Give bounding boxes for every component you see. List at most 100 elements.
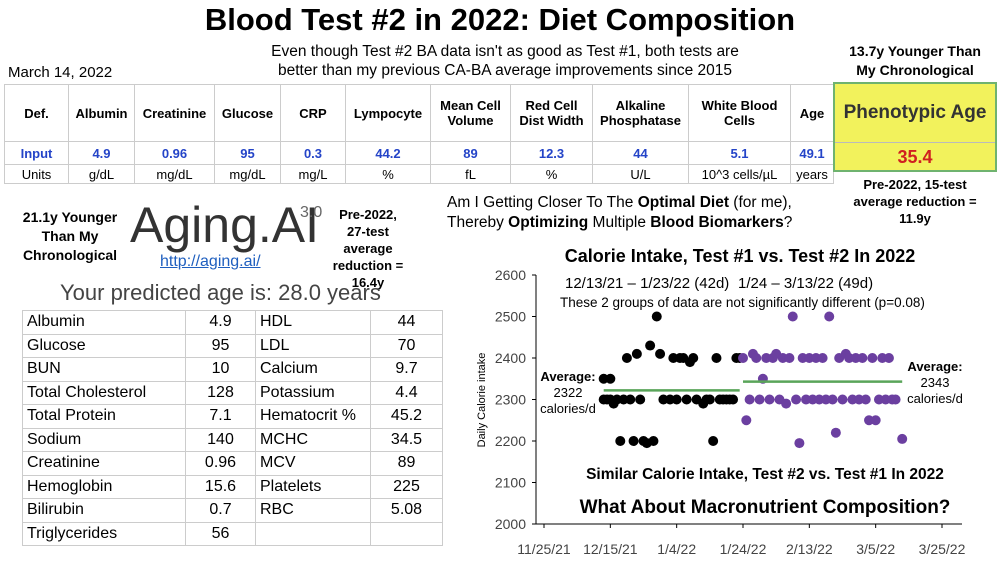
point — [890, 394, 901, 405]
question-text: Optimal Diet — [637, 194, 729, 211]
cell: Calcium — [255, 357, 371, 382]
note-line: My Chronological — [856, 62, 974, 78]
row: Bilirubin 0.7 RBC 5.08 — [22, 498, 443, 523]
x-tick-label: 1/24/22 — [720, 541, 767, 557]
average-unit: calories/d — [907, 391, 963, 406]
question-text: ? — [783, 214, 793, 231]
point — [711, 353, 722, 363]
row: Triglycerides 56 — [22, 521, 443, 546]
header-cell: Albumin — [68, 84, 135, 142]
point — [708, 436, 719, 446]
y-axis-label: Daily Calorie intake — [476, 353, 488, 448]
date: March 14, 2022 — [8, 64, 113, 81]
cell: 10^3 cells/µL — [688, 164, 791, 184]
cell: 140 — [185, 427, 256, 452]
point — [751, 353, 762, 363]
pheno-pre-note: Pre-2022, 15-test average reduction = 11… — [853, 177, 977, 226]
y-tick-label: 2600 — [495, 267, 526, 283]
point — [738, 353, 748, 363]
point — [741, 415, 752, 426]
x-tick-label: 3/25/22 — [919, 541, 966, 557]
cell: fL — [430, 164, 511, 184]
cell: Hemoglobin — [22, 474, 186, 499]
x-tick-label: 1/4/22 — [657, 541, 696, 557]
question-text: Multiple — [588, 214, 651, 231]
phenotypic-value: 35.4 — [897, 147, 933, 167]
cell: 49.1 — [790, 141, 834, 165]
predicted-age: Your predicted age is: 28.0 years — [60, 280, 381, 305]
average-value: 2322 — [554, 385, 583, 400]
point — [897, 433, 908, 444]
cell: 89 — [370, 451, 443, 476]
aging-note: 21.1y Younger Than My Chronological — [22, 209, 118, 263]
cell: BUN — [22, 357, 186, 382]
phenotypic-note: 13.7y Younger Than My Chronological — [833, 42, 997, 80]
annotation: Similar Calorie Intake, Test #2 vs. Test… — [586, 466, 944, 483]
point — [615, 436, 626, 446]
x-tick-label: 3/5/22 — [856, 541, 895, 557]
subtitle-line: Even though Test #2 BA data isn't as goo… — [271, 43, 739, 60]
point — [824, 311, 835, 322]
cell: Total Cholesterol — [22, 380, 186, 405]
cell: 44.2 — [345, 141, 431, 165]
row: Total Protein 7.1 Hematocrit % 45.2 — [22, 404, 443, 429]
cell: 34.5 — [370, 427, 443, 452]
point — [651, 311, 662, 322]
cell: Creatinine — [22, 451, 186, 476]
header-cell: Mean Cell Volume — [430, 84, 511, 142]
row: Creatinine 0.96 MCV 89 — [22, 451, 443, 476]
point — [681, 394, 692, 405]
point — [867, 353, 878, 363]
cell: 5.08 — [370, 498, 443, 523]
aging-table: Albumin 4.9 HDL 44 Glucose 95 LDL 70 BUN 10 Calciu… — [22, 310, 443, 546]
y-tick-label: 2300 — [495, 392, 526, 408]
cell: Albumin — [22, 310, 186, 335]
point — [870, 415, 881, 426]
point — [628, 436, 639, 446]
cell: 4.4 — [370, 380, 443, 405]
cell: Glucose — [22, 333, 186, 358]
cell: 0.96 — [134, 141, 215, 165]
y-tick-label: 2200 — [495, 433, 526, 449]
point — [645, 340, 656, 351]
cell: Triglycerides — [22, 521, 186, 546]
link[interactable]: http://aging.ai/ — [160, 253, 261, 270]
point — [621, 353, 632, 363]
blood-table: Def. Albumin Creatinine Glucose CRP Lympocyte… — [4, 84, 834, 184]
cell: 44 — [370, 310, 443, 335]
cell: years — [790, 164, 834, 184]
note-line: 13.7y Younger Than — [849, 43, 981, 59]
row: BUN 10 Calcium 9.7 — [22, 357, 443, 382]
annotation: What About Macronutrient Composition? — [580, 497, 951, 518]
chart-title: Calorie Intake, Test #1 vs. Test #2 In 2… — [565, 246, 916, 266]
header-cell: Lympocyte — [345, 84, 431, 142]
cell: 9.7 — [370, 357, 443, 382]
cell: 225 — [370, 474, 443, 499]
annotation: 12/13/21 – 1/23/22 (42d) — [565, 275, 729, 292]
cell: 4.9 — [185, 310, 256, 335]
row: Glucose 95 LDL 70 — [22, 333, 443, 358]
point — [688, 353, 699, 363]
cell: Platelets — [255, 474, 371, 499]
average-value: 2343 — [921, 375, 950, 390]
x-tick-label: 2/13/22 — [786, 541, 833, 557]
header-cell: Age — [790, 84, 834, 142]
cell: Units — [4, 164, 69, 184]
cell: U/L — [592, 164, 689, 184]
y-tick-label: 2000 — [495, 516, 526, 532]
point — [635, 394, 646, 405]
point — [857, 353, 868, 363]
header-cell: CRP — [280, 84, 346, 142]
point — [794, 438, 805, 449]
point — [754, 394, 765, 405]
cell: LDL — [255, 333, 371, 358]
question-text: (for me), — [728, 194, 792, 211]
y-tick-label: 2500 — [495, 309, 526, 325]
point — [787, 311, 798, 322]
cell: 0.7 — [185, 498, 256, 523]
average-label: Average: — [540, 369, 595, 384]
header-cell: Red Cell Dist Width — [510, 84, 593, 142]
point — [781, 398, 792, 409]
